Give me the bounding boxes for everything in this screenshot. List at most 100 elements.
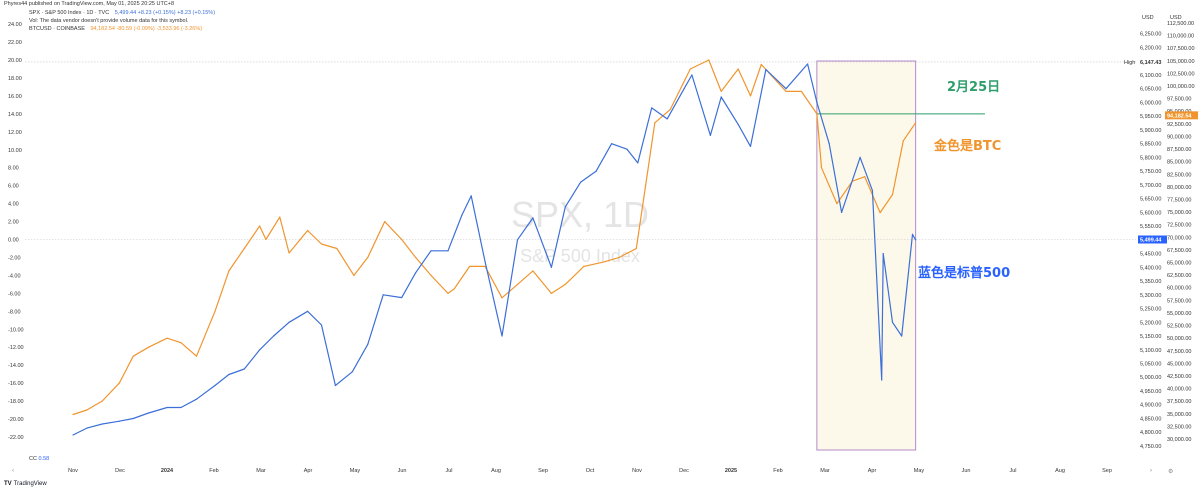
btc-tick-label: 45,000.00 [1167,361,1191,367]
series-point [891,194,894,196]
left-tick-label: 10.00 [8,148,22,154]
x-tick-label: Feb [209,468,218,474]
series-point [461,214,463,216]
x-tick-label: Jun [398,468,407,474]
series-point [708,59,710,61]
series-point [807,63,809,65]
legend-spx-values: 5,499.44 +8.23 (+0.15%) +8.23 (+0.15%) [114,10,216,16]
btc-tick-label: 90,000.00 [1167,134,1191,140]
series-point [760,63,762,66]
series-point [214,384,216,387]
settings-icon[interactable]: ⚙ [1168,469,1174,475]
spx-tick-label: 5,400.00 [1140,265,1161,271]
spx-last-tag: 5,499.44 [1138,235,1167,244]
series-point [320,324,323,326]
series-point [367,343,369,345]
series-point [401,296,403,299]
x-tick-label: Mar [256,468,266,474]
x-tick-label: 2025 [725,468,737,474]
series-point [180,406,182,409]
left-tick-label: 4.00 [8,202,19,208]
series-point [195,398,198,400]
spx-tick-label: 5,350.00 [1140,279,1161,285]
series-point [828,185,830,187]
series-point [879,211,881,214]
series-point [644,185,647,187]
series-point [871,189,874,191]
left-tick-label: -12.00 [8,345,24,351]
series-point [259,349,261,351]
series-point [915,239,917,241]
x-tick-label: Nov [632,468,642,474]
series-point [415,256,417,259]
spx-tick-label: 4,750.00 [1140,444,1161,450]
series-point [532,217,534,219]
series-point [820,167,823,169]
legend-btc[interactable]: BTCUSD · COINBASE 94,182.54 -80.59 (-0.0… [29,26,206,32]
legend-vol-note: Vol: The data vendor doesn't provide vol… [29,18,189,24]
btc-tick-label: 75,000.00 [1167,210,1191,216]
btc-tick-label: 42,500.00 [1167,374,1191,380]
btc-tick-label: 82,500.00 [1167,172,1191,178]
series-point [580,181,582,183]
indicator-cc-label: CC [29,456,37,462]
btc-tick-label: 52,500.00 [1167,324,1191,330]
spx-tick-label: 5,250.00 [1140,307,1161,313]
series-point [901,335,903,337]
series-point [288,252,290,254]
btc-tick-label: 72,500.00 [1167,223,1191,229]
spx-tick-label: 5,000.00 [1140,375,1161,381]
indicator-cc-value: 0.58 [38,456,50,462]
series-point [626,148,628,150]
indicator-cc: CC 0.58 [29,456,49,462]
series-point [637,162,639,164]
btc-tick-label: 30,000.00 [1167,437,1191,443]
annotation-spx-blue: 蓝色是标普500 [918,266,1011,281]
series-point [603,261,605,263]
series-point [118,420,120,422]
series-point [148,412,150,414]
series-point [651,107,653,109]
legend-spx[interactable]: SPX · S&P 500 Index · 1D · TVC 5,499.44 … [29,10,219,16]
series-point [915,122,917,124]
series-point [816,101,818,104]
series-point [785,90,787,93]
spx-tick-label: 4,800.00 [1140,430,1161,436]
spx-tick-label: 5,950.00 [1140,114,1161,120]
series-line [72,63,917,436]
btc-tick-label: 80,000.00 [1167,185,1191,191]
spx-tick-label: 5,600.00 [1140,210,1161,216]
series-point [351,371,353,373]
series-point [654,122,656,124]
annotation-btc-gold: 金色是BTC [934,139,1002,154]
series-point [72,434,74,436]
series-point [749,95,752,97]
series-point [550,266,553,268]
left-tick-label: 22.00 [8,40,22,46]
scroll-right-icon[interactable]: › [1150,468,1152,474]
series-point [720,96,722,98]
tradingview-logo[interactable]: TV TradingView [4,481,47,487]
left-tick-label: -4.00 [8,273,21,279]
series-point [148,346,150,348]
spx-tick-label: 5,700.00 [1140,183,1161,189]
series-point [532,270,534,272]
left-tick-label: -14.00 [8,363,24,369]
btc-tick-label: 60,000.00 [1167,286,1191,292]
series-point [583,265,585,268]
left-tick-label: 18.00 [8,76,22,82]
spx-tick-label: 5,800.00 [1140,155,1161,161]
scroll-left-icon[interactable]: ‹ [12,468,14,474]
x-tick-label: Dec [115,468,125,474]
left-tick-label: 12.00 [8,130,22,136]
left-tick-label: -8.00 [8,309,21,315]
btc-tick-label: 55,000.00 [1167,311,1191,317]
series-point [180,342,182,344]
series-point [415,272,417,274]
left-tick-label: 6.00 [8,184,19,190]
series-point [469,265,471,268]
series-point [564,206,566,208]
btc-tick-label: 67,500.00 [1167,248,1191,254]
series-point [882,252,884,255]
